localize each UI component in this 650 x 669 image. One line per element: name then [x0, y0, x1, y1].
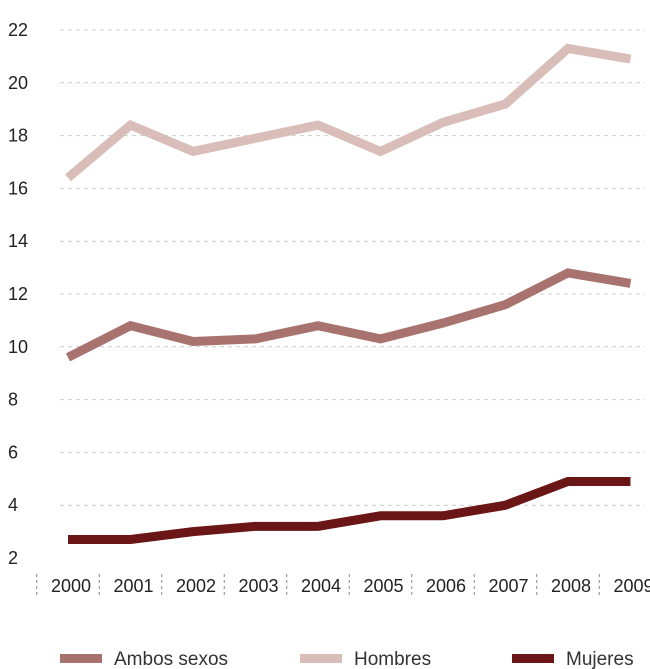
grid [60, 29, 645, 506]
legend-label: Mujeres [566, 649, 634, 669]
legend-swatch [300, 654, 342, 663]
y-axis-ticks: 2 4 6 8 10 12 14 16 18 20 22 [8, 20, 28, 568]
x-tick-label: 2006 [426, 576, 466, 596]
y-tick-label: 18 [8, 126, 28, 146]
y-tick-label: 2 [8, 548, 18, 568]
legend-item: Ambos sexos [60, 649, 228, 669]
x-tick-label: 2001 [113, 576, 153, 596]
y-tick-label: 20 [8, 73, 28, 93]
y-tick-label: 12 [8, 284, 28, 304]
legend-label: Hombres [354, 649, 431, 669]
x-axis-ticks: 2000 2001 2002 2003 2004 2005 2006 2007 2008 2009 [36, 574, 650, 596]
series-line-0 [65, 268, 632, 362]
x-tick-label: 2003 [238, 576, 278, 596]
x-tick-label: 2005 [363, 576, 403, 596]
legend: Ambos sexos Hombres Mujeres [60, 649, 634, 669]
y-tick-label: 10 [8, 337, 28, 357]
series-line-2 [68, 476, 631, 545]
x-tick-label: 2000 [51, 576, 91, 596]
y-tick-label: 8 [8, 390, 18, 410]
x-tick-label: 2008 [551, 576, 591, 596]
legend-label: Ambos sexos [114, 649, 228, 669]
y-tick-label: 14 [8, 231, 28, 251]
x-tick-label: 2007 [488, 576, 528, 596]
y-tick-label: 4 [8, 495, 18, 515]
x-tick-label: 2002 [176, 576, 216, 596]
legend-item: Hombres [300, 649, 431, 669]
x-tick-label: 2004 [301, 576, 341, 596]
legend-item: Mujeres [512, 649, 634, 669]
series-line-1 [65, 43, 632, 182]
series-lines [65, 43, 632, 545]
legend-swatch [512, 654, 554, 663]
y-tick-label: 22 [8, 20, 28, 40]
x-tick-label: 2009 [613, 576, 650, 596]
y-tick-label: 16 [8, 178, 28, 198]
legend-swatch [60, 654, 102, 663]
y-tick-label: 6 [8, 442, 18, 462]
